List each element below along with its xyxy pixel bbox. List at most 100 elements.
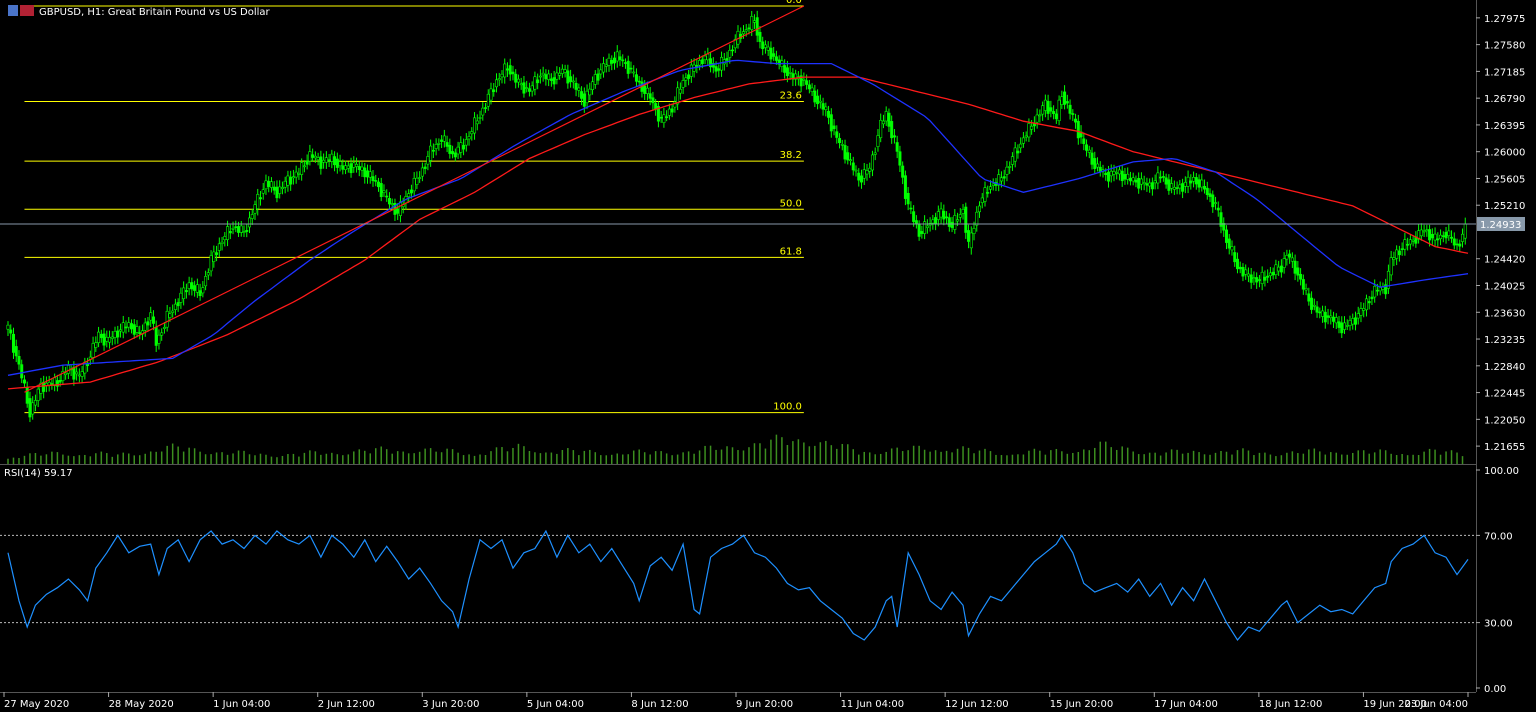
candle-body bbox=[286, 175, 290, 186]
candle-body bbox=[215, 252, 219, 255]
time-tick-label: 18 Jun 12:00 bbox=[1259, 699, 1323, 710]
candle-body bbox=[1205, 187, 1209, 196]
candle-body bbox=[162, 326, 166, 329]
time-tick-label: 9 Jun 20:00 bbox=[736, 699, 793, 710]
candle-body bbox=[1367, 301, 1371, 304]
candle-body bbox=[953, 215, 957, 230]
candle-body bbox=[119, 329, 123, 332]
candle-body bbox=[1321, 310, 1325, 317]
candle-body bbox=[327, 159, 331, 161]
candle-body bbox=[94, 342, 98, 348]
fib-level-label: 38.2 bbox=[780, 150, 802, 161]
candle-body bbox=[1395, 249, 1399, 259]
candle-body bbox=[206, 272, 210, 276]
candle-body bbox=[261, 189, 265, 194]
candle-body bbox=[555, 72, 559, 80]
candle-body bbox=[398, 201, 402, 216]
candle-body bbox=[1326, 315, 1330, 318]
candle-body bbox=[1356, 313, 1360, 319]
candle-body bbox=[961, 209, 965, 214]
trendline[interactable] bbox=[24, 5, 805, 393]
candle-body bbox=[1433, 233, 1437, 241]
candle-body bbox=[492, 89, 496, 93]
candle-body bbox=[1244, 269, 1248, 275]
candle-body bbox=[876, 135, 880, 147]
candle-body bbox=[72, 366, 76, 380]
candle-body bbox=[741, 31, 745, 35]
candle-body bbox=[176, 302, 180, 307]
candle-body bbox=[1439, 234, 1443, 239]
candle-body bbox=[283, 180, 287, 188]
candle-body bbox=[1005, 166, 1009, 175]
candle-body bbox=[1255, 277, 1259, 283]
candle-body bbox=[681, 80, 685, 88]
candle-body bbox=[552, 77, 556, 85]
candle-body bbox=[248, 217, 252, 228]
candle-body bbox=[530, 85, 534, 92]
candle-body bbox=[105, 336, 109, 342]
candle-body bbox=[1192, 177, 1196, 182]
candle-body bbox=[280, 187, 284, 190]
candle-body bbox=[1301, 279, 1305, 290]
candle-body bbox=[160, 332, 164, 336]
price-tick-label: 1.23235 bbox=[1484, 335, 1525, 346]
candle-body bbox=[1203, 185, 1207, 190]
rsi-tick-label: 30.00 bbox=[1484, 619, 1513, 630]
candle-body bbox=[6, 324, 10, 330]
candle-body bbox=[777, 59, 781, 65]
candle-body bbox=[459, 142, 463, 153]
candle-body bbox=[1277, 266, 1281, 272]
candle-body bbox=[1134, 179, 1138, 183]
candle-body bbox=[645, 87, 649, 94]
candle-body bbox=[489, 88, 493, 101]
candle-body bbox=[728, 50, 732, 58]
candle-body bbox=[226, 226, 230, 240]
candle-body bbox=[1197, 179, 1201, 188]
candle-body bbox=[892, 135, 896, 138]
candle-body bbox=[204, 276, 208, 287]
candle-body bbox=[14, 346, 18, 357]
candle-body bbox=[256, 194, 260, 209]
fib-level-label: 100.0 bbox=[773, 402, 802, 413]
candle-body bbox=[794, 73, 798, 80]
candle-body bbox=[588, 88, 592, 96]
candle-body bbox=[275, 186, 279, 199]
candle-body bbox=[1386, 270, 1390, 289]
candle-body bbox=[813, 90, 817, 103]
candle-body bbox=[689, 64, 693, 77]
candle-body bbox=[300, 162, 304, 175]
candle-body bbox=[802, 78, 806, 81]
candle-body bbox=[821, 103, 825, 110]
candle-body bbox=[1057, 99, 1061, 122]
candle-body bbox=[670, 108, 674, 113]
candle-body bbox=[519, 83, 523, 86]
candle-body bbox=[925, 225, 929, 228]
candle-body bbox=[1389, 257, 1393, 276]
candle-body bbox=[1417, 230, 1421, 240]
candle-body bbox=[596, 73, 600, 81]
candle-body bbox=[615, 51, 619, 62]
candle-body bbox=[464, 139, 468, 146]
candle-body bbox=[849, 159, 853, 162]
candle-body bbox=[607, 57, 611, 66]
candle-body bbox=[1211, 194, 1215, 208]
price-tick-label: 1.27185 bbox=[1484, 67, 1525, 78]
price-pane[interactable]: 0.0 23.6 38.2 50.0 61.8 100.0 bbox=[0, 0, 1476, 464]
candle-body bbox=[503, 63, 507, 78]
candle-body bbox=[901, 165, 905, 178]
candle-body bbox=[234, 226, 238, 228]
candle-body bbox=[684, 77, 688, 81]
rsi-pane[interactable] bbox=[0, 529, 1476, 642]
candle-body bbox=[582, 93, 586, 107]
candle-body bbox=[157, 334, 161, 344]
candle-body bbox=[516, 78, 520, 83]
candle-body bbox=[1010, 156, 1014, 165]
candle-body bbox=[1068, 104, 1072, 114]
candle-body bbox=[1189, 180, 1193, 184]
candle-body bbox=[868, 167, 872, 172]
candle-body bbox=[475, 120, 479, 125]
candle-body bbox=[108, 337, 112, 343]
candle-body bbox=[1082, 138, 1086, 144]
candle-body bbox=[829, 114, 833, 132]
